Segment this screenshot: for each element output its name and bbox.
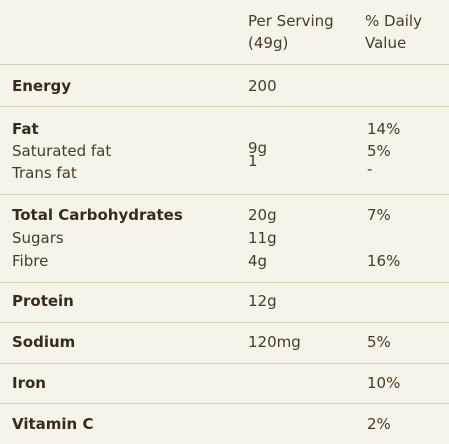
fat-label: Fat — [12, 120, 39, 138]
fibre-row: Fibre 4g 16% — [0, 250, 449, 272]
daily-value-header: % Daily Value — [365, 10, 445, 54]
protein-value: 12g — [248, 292, 277, 310]
trans-fat-row: Trans fat 1 - — [0, 152, 449, 184]
daily-value-header-line2: Value — [365, 34, 407, 52]
sodium-label: Sodium — [12, 333, 76, 351]
fat-row: Fat 14% — [0, 118, 449, 140]
sugars-label: Sugars — [12, 229, 64, 247]
energy-value: 200 — [248, 77, 277, 95]
vitamin-c-row: Vitamin C 2% — [0, 413, 449, 435]
total-carbohydrates-row: Total Carbohydrates 20g 7% — [0, 204, 449, 226]
energy-row: Energy 200 — [0, 75, 449, 97]
iron-section: Iron 10% — [0, 363, 449, 404]
energy-section: Energy 200 — [0, 64, 449, 107]
per-serving-header: Per Serving (49g) — [248, 10, 358, 54]
sodium-row: Sodium 120mg 5% — [0, 331, 449, 353]
table-header: Per Serving (49g) % Daily Value — [0, 0, 449, 64]
fibre-value: 4g — [248, 252, 268, 270]
iron-row: Iron 10% — [0, 372, 449, 394]
iron-daily-value: 10% — [367, 374, 401, 392]
sodium-daily-value: 5% — [367, 333, 391, 351]
total-carbohydrates-value: 20g — [248, 206, 277, 224]
per-serving-header-line1: Per Serving — [248, 12, 334, 30]
saturated-fat-daily-value: 5% — [367, 142, 391, 160]
trans-fat-value: 1 — [248, 152, 258, 170]
daily-value-header-line1: % Daily — [365, 12, 422, 30]
fat-daily-value: 14% — [367, 120, 401, 138]
total-carbohydrates-label: Total Carbohydrates — [12, 206, 183, 224]
carbohydrates-section: Total Carbohydrates 20g 7% Sugars 11g Fi… — [0, 194, 449, 283]
per-serving-header-line2: (49g) — [248, 34, 289, 52]
vitamin-c-daily-value: 2% — [367, 415, 391, 433]
fat-section: Fat 14% Saturated fat 9g 5% Trans fat 1 … — [0, 106, 449, 191]
saturated-fat-label: Saturated fat — [12, 142, 112, 160]
fibre-label: Fibre — [12, 252, 49, 270]
saturated-fat-row: Saturated fat 9g 5% — [0, 139, 449, 162]
total-carbohydrates-daily-value: 7% — [367, 206, 391, 224]
iron-label: Iron — [12, 374, 46, 392]
protein-section: Protein 12g — [0, 282, 449, 323]
fibre-daily-value: 16% — [367, 252, 401, 270]
vitamin-c-section: Vitamin C 2% — [0, 403, 449, 444]
protein-label: Protein — [12, 292, 74, 310]
saturated-fat-value: 9g — [248, 139, 268, 157]
trans-fat-label: Trans fat — [12, 164, 77, 182]
sodium-section: Sodium 120mg 5% — [0, 322, 449, 364]
vitamin-c-label: Vitamin C — [12, 415, 94, 433]
trans-fat-daily-value: - — [367, 160, 373, 178]
sugars-value: 11g — [248, 229, 277, 247]
energy-label: Energy — [12, 77, 72, 95]
protein-row: Protein 12g — [0, 290, 449, 312]
sugars-row: Sugars 11g — [0, 227, 449, 249]
sodium-value: 120mg — [248, 333, 301, 351]
